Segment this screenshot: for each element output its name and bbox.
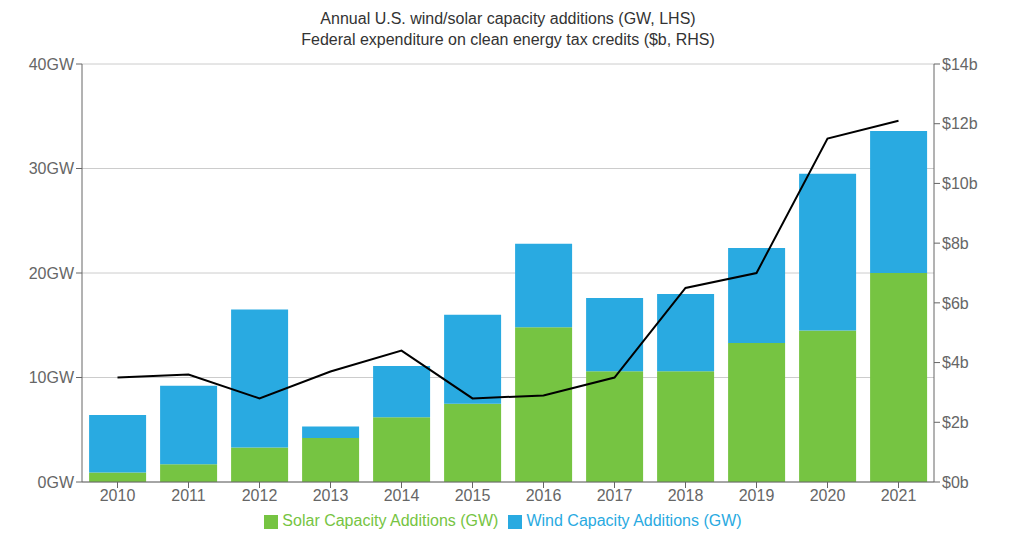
svg-text:20GW: 20GW xyxy=(29,265,75,282)
svg-text:10GW: 10GW xyxy=(29,369,75,386)
svg-text:2013: 2013 xyxy=(313,487,349,504)
svg-text:2014: 2014 xyxy=(384,487,420,504)
svg-text:2018: 2018 xyxy=(668,487,704,504)
svg-text:$8b: $8b xyxy=(942,235,969,252)
svg-text:0GW: 0GW xyxy=(38,474,75,491)
svg-text:40GW: 40GW xyxy=(29,56,75,73)
svg-text:2012: 2012 xyxy=(242,487,278,504)
html-text:Solar Capacity Additions (GW): Solar Capacity Additions (GW) xyxy=(282,512,499,529)
svg-text:2011: 2011 xyxy=(171,487,206,504)
svg-text:$6b: $6b xyxy=(942,295,969,312)
html-text:Wind Capacity Additions (GW): Wind Capacity Additions (GW) xyxy=(526,512,742,529)
svg-text:$2b: $2b xyxy=(942,414,969,431)
svg-text:2021: 2021 xyxy=(881,487,917,504)
svg-text:$12b: $12b xyxy=(942,115,978,132)
svg-text:30GW: 30GW xyxy=(29,160,75,177)
svg-text:$4b: $4b xyxy=(942,354,969,371)
svg-text:2019: 2019 xyxy=(739,487,775,504)
svg-text:2017: 2017 xyxy=(597,487,633,504)
svg-text:2015: 2015 xyxy=(455,487,491,504)
html-text:Annual U.S. wind/solar capacit: Annual U.S. wind/solar capacity addition… xyxy=(320,10,696,27)
svg-text:$10b: $10b xyxy=(942,175,978,192)
svg-text:$14b: $14b xyxy=(942,56,978,73)
svg-text:2010: 2010 xyxy=(100,487,136,504)
svg-text:2020: 2020 xyxy=(810,487,846,504)
html-text:Federal expenditure on clean e: Federal expenditure on clean energy tax … xyxy=(301,31,715,48)
svg-text:2016: 2016 xyxy=(526,487,562,504)
svg-text:$0b: $0b xyxy=(942,474,969,491)
